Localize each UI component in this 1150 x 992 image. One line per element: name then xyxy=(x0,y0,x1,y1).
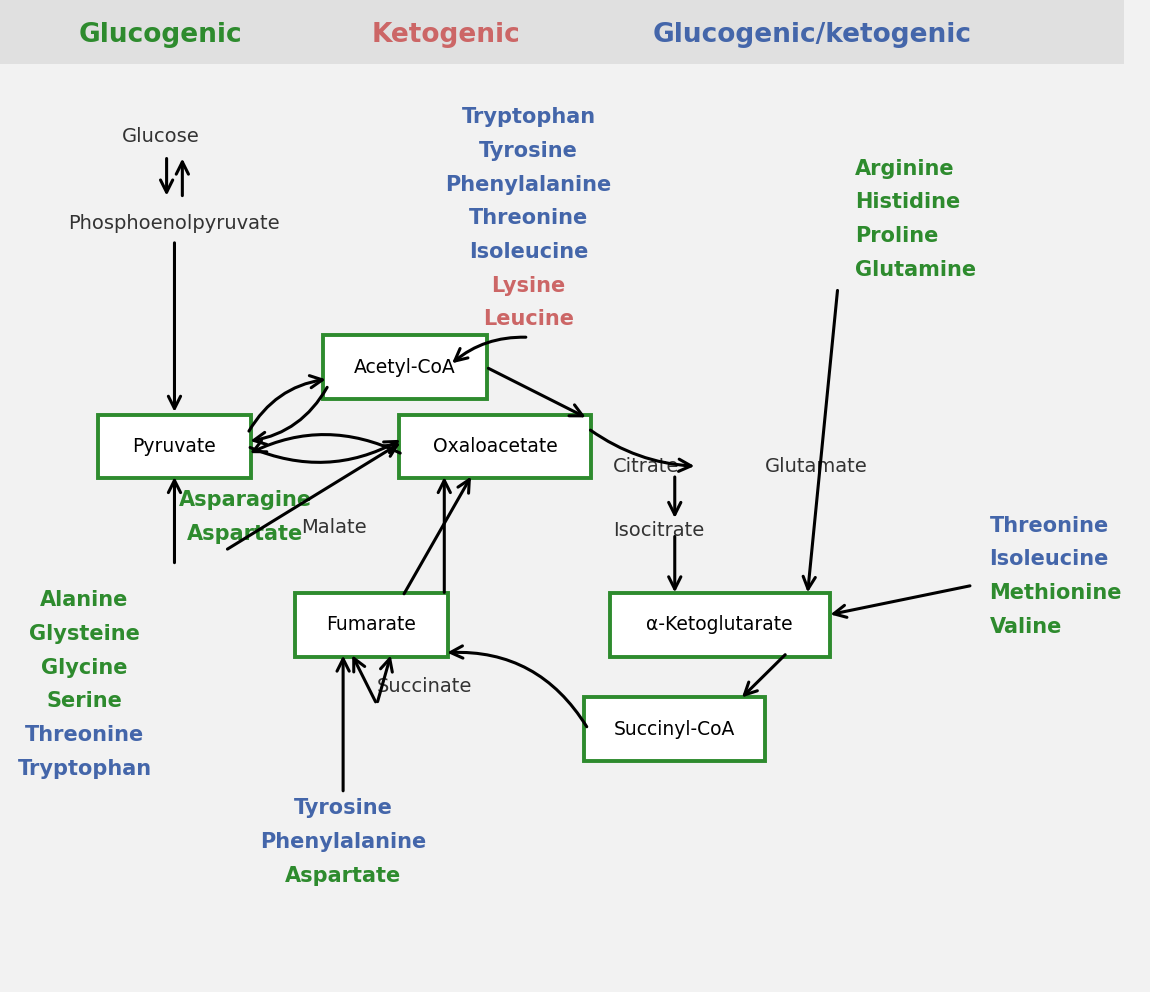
FancyArrowPatch shape xyxy=(248,376,322,432)
FancyArrowPatch shape xyxy=(438,480,451,592)
FancyArrowPatch shape xyxy=(228,444,398,550)
FancyArrowPatch shape xyxy=(803,291,837,589)
Text: Phenylalanine: Phenylalanine xyxy=(445,175,612,194)
Text: Proline: Proline xyxy=(854,226,938,246)
Text: Glysteine: Glysteine xyxy=(29,624,140,644)
Bar xyxy=(0,0,1125,64)
Text: Lysine: Lysine xyxy=(491,276,566,296)
Text: Aspartate: Aspartate xyxy=(187,524,304,544)
Text: Threonine: Threonine xyxy=(989,516,1109,536)
Text: Threonine: Threonine xyxy=(25,725,144,745)
Text: Oxaloacetate: Oxaloacetate xyxy=(432,436,558,456)
Text: Tyrosine: Tyrosine xyxy=(293,799,392,818)
FancyArrowPatch shape xyxy=(668,537,681,589)
FancyArrowPatch shape xyxy=(254,387,327,444)
Text: Tyrosine: Tyrosine xyxy=(480,141,578,161)
FancyArrowPatch shape xyxy=(454,337,526,361)
FancyArrowPatch shape xyxy=(337,659,350,791)
Text: Glycine: Glycine xyxy=(41,658,128,678)
Text: Asparagine: Asparagine xyxy=(178,490,312,510)
Text: Succinyl-CoA: Succinyl-CoA xyxy=(614,719,736,739)
FancyBboxPatch shape xyxy=(98,415,251,478)
FancyArrowPatch shape xyxy=(590,431,691,471)
Text: Tryptophan: Tryptophan xyxy=(17,759,152,779)
FancyBboxPatch shape xyxy=(294,593,447,657)
Text: Glucogenic: Glucogenic xyxy=(79,22,243,48)
FancyArrowPatch shape xyxy=(161,159,172,192)
FancyBboxPatch shape xyxy=(399,415,591,478)
FancyArrowPatch shape xyxy=(354,659,376,701)
Text: Tryptophan: Tryptophan xyxy=(461,107,596,127)
Text: Malate: Malate xyxy=(301,518,367,538)
FancyArrowPatch shape xyxy=(168,480,181,562)
FancyArrowPatch shape xyxy=(253,434,400,453)
Text: Pyruvate: Pyruvate xyxy=(132,436,216,456)
Text: Phosphoenolpyruvate: Phosphoenolpyruvate xyxy=(68,213,279,233)
Text: Serine: Serine xyxy=(47,691,122,711)
FancyBboxPatch shape xyxy=(610,593,830,657)
Text: Glucose: Glucose xyxy=(122,127,199,147)
FancyArrowPatch shape xyxy=(404,479,469,594)
Text: Isoleucine: Isoleucine xyxy=(989,550,1109,569)
FancyArrowPatch shape xyxy=(250,441,397,462)
FancyArrowPatch shape xyxy=(176,162,189,195)
Text: Methionine: Methionine xyxy=(989,583,1122,603)
FancyArrowPatch shape xyxy=(451,646,586,727)
Text: Isocitrate: Isocitrate xyxy=(613,521,704,541)
Text: Alanine: Alanine xyxy=(40,590,129,610)
Text: Phenylalanine: Phenylalanine xyxy=(260,832,427,852)
FancyArrowPatch shape xyxy=(834,586,969,617)
Text: Histidine: Histidine xyxy=(854,192,960,212)
Text: Acetyl-CoA: Acetyl-CoA xyxy=(354,357,455,377)
Text: Glutamate: Glutamate xyxy=(765,456,867,476)
Text: Succinate: Succinate xyxy=(377,677,473,696)
Text: Leucine: Leucine xyxy=(483,310,574,329)
Text: Threonine: Threonine xyxy=(469,208,589,228)
FancyArrowPatch shape xyxy=(668,477,681,515)
FancyBboxPatch shape xyxy=(323,335,486,399)
FancyArrowPatch shape xyxy=(744,655,785,695)
Text: Citrate: Citrate xyxy=(613,456,680,476)
FancyArrowPatch shape xyxy=(489,368,583,416)
Text: Fumarate: Fumarate xyxy=(327,615,416,635)
Text: Aspartate: Aspartate xyxy=(285,866,401,886)
Text: Arginine: Arginine xyxy=(854,159,954,179)
Text: Glutamine: Glutamine xyxy=(854,260,975,280)
Text: Isoleucine: Isoleucine xyxy=(469,242,589,262)
FancyArrowPatch shape xyxy=(377,659,392,701)
Text: Valine: Valine xyxy=(989,617,1061,637)
Text: Ketogenic: Ketogenic xyxy=(371,22,520,48)
FancyBboxPatch shape xyxy=(584,697,765,761)
FancyArrowPatch shape xyxy=(168,243,181,409)
Text: Glucogenic/ketogenic: Glucogenic/ketogenic xyxy=(652,22,972,48)
Text: α-Ketoglutarate: α-Ketoglutarate xyxy=(646,615,794,635)
